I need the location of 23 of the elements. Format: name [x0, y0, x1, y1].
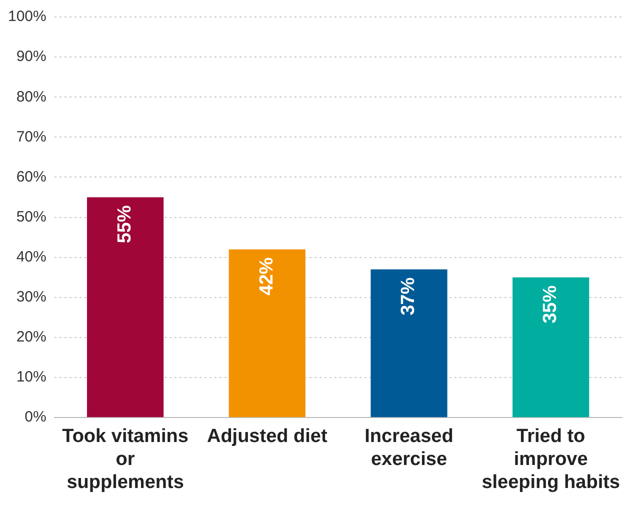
x-tick-label: Adjusted diet — [206, 426, 328, 448]
bar — [512, 277, 590, 418]
y-tick-label: 100% — [8, 8, 46, 26]
data-label: 35% — [540, 285, 562, 324]
y-tick-label: 20% — [16, 328, 46, 346]
bar — [228, 249, 306, 418]
y-tick-label: 60% — [16, 168, 46, 186]
data-label: 42% — [256, 257, 278, 296]
y-tick-label: 10% — [16, 368, 46, 386]
y-tick-label: 90% — [16, 48, 46, 66]
y-tick-label: 70% — [16, 128, 46, 146]
y-tick-label: 0% — [24, 408, 46, 426]
data-label: 37% — [398, 277, 420, 316]
y-tick-label: 50% — [16, 208, 46, 226]
bar — [86, 197, 164, 418]
x-tick-label: Increased exercise — [364, 426, 454, 470]
y-tick-label: 30% — [16, 288, 46, 306]
y-tick-label: 80% — [16, 88, 46, 106]
data-label: 55% — [114, 205, 136, 244]
bar — [370, 269, 448, 418]
y-tick-label: 40% — [16, 248, 46, 266]
x-tick-label: Tried to improve sleeping habits — [482, 426, 620, 493]
x-tick-label: Took vitamins or supplements — [62, 426, 188, 493]
